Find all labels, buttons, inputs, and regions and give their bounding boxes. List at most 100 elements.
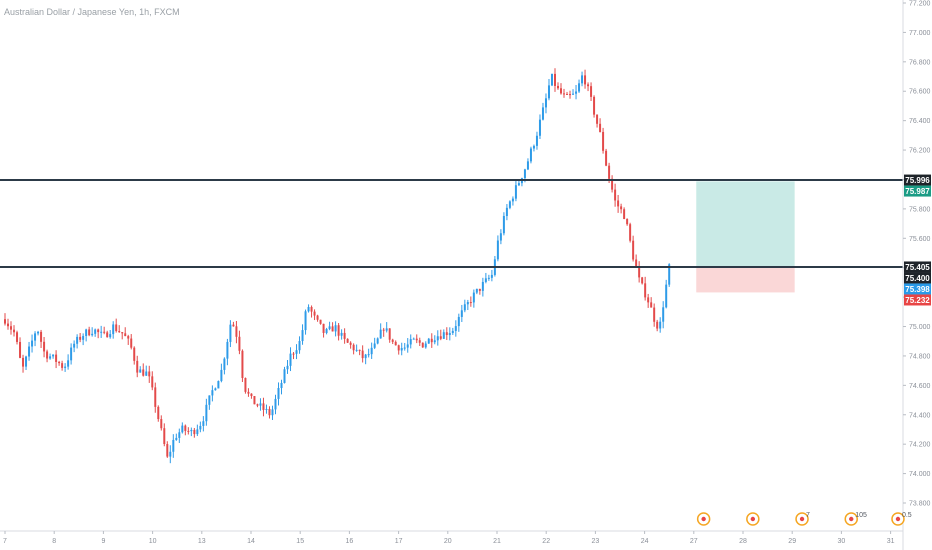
candle-body (160, 419, 163, 429)
price-tick-label: 76.600 (909, 89, 931, 96)
candle-body (31, 340, 34, 347)
candle-body (608, 165, 611, 179)
candle-body (629, 224, 632, 241)
candle-body (208, 395, 211, 405)
time-tick-label: 13 (198, 538, 206, 545)
candle-body (553, 73, 556, 86)
event-count: 0.5 (902, 512, 912, 519)
candlestick-series (4, 68, 671, 464)
candle-body (187, 430, 190, 432)
candle-body (220, 369, 223, 382)
candle-body (656, 321, 659, 329)
economic-events[interactable]: 7 105 0.5 (696, 512, 912, 526)
candle-body (37, 331, 40, 334)
candle-body (382, 329, 385, 331)
candle-body (274, 398, 277, 410)
candle-body (289, 353, 292, 366)
candle-body (106, 332, 109, 338)
candle-body (100, 331, 103, 333)
price-tag-box (904, 261, 931, 273)
price-tag-box (904, 185, 931, 197)
candle-body (307, 306, 310, 312)
candle-body (650, 302, 653, 308)
price-tick-label: 77.200 (909, 1, 931, 8)
candle-body (614, 189, 617, 201)
candle-body (617, 200, 620, 207)
candle-body (112, 324, 115, 335)
time-tick-label: 27 (690, 538, 698, 545)
candle-body (226, 341, 229, 359)
candle-body (394, 341, 397, 346)
candle-body (481, 281, 484, 291)
candle-body (178, 432, 181, 438)
candle-body (445, 332, 448, 336)
candle-body (566, 93, 569, 95)
price-tag-label: 75.996 (905, 176, 930, 185)
candle-body (22, 357, 25, 367)
candle-body (280, 382, 283, 389)
price-tag-label: 75.405 (905, 263, 930, 272)
candle-body (578, 83, 581, 92)
candle-body (421, 342, 424, 348)
candle-body (590, 86, 593, 97)
candle-body (596, 114, 599, 124)
candle-body (49, 356, 52, 359)
candle-body (322, 323, 325, 333)
time-tick-label: 28 (739, 538, 747, 545)
time-tick-label: 23 (592, 538, 600, 545)
candle-body (109, 334, 112, 338)
candle-body (379, 329, 382, 339)
candle-body (502, 215, 505, 234)
candle-body (292, 353, 295, 355)
candle-body (457, 316, 460, 327)
candle-body (490, 274, 493, 278)
candle-body (169, 451, 172, 457)
candle-body (328, 326, 331, 330)
candle-body (484, 278, 487, 282)
candle-body (232, 324, 235, 327)
candle-body (605, 150, 608, 166)
candle-body (28, 346, 31, 357)
candle-body (121, 332, 124, 334)
position-zones[interactable] (696, 181, 795, 293)
candle-body (223, 358, 226, 370)
candle-body (277, 388, 280, 399)
candle-body (115, 324, 118, 332)
price-tick-label: 75.600 (909, 236, 931, 243)
candle-body (511, 198, 514, 202)
candle-body (241, 350, 244, 379)
candle-body (556, 85, 559, 89)
candle-body (325, 329, 328, 333)
candle-body (436, 336, 439, 341)
price-tag-label: 75.232 (905, 296, 930, 305)
candle-body (373, 343, 376, 348)
candle-body (385, 328, 388, 331)
price-tick-label: 76.400 (909, 118, 931, 125)
price-tick-label: 75.000 (909, 324, 931, 331)
candle-body (623, 209, 626, 219)
price-tick-label: 76.200 (909, 148, 931, 155)
price-tick-label: 73.800 (909, 501, 931, 508)
candle-body (439, 336, 442, 339)
time-tick-label: 24 (641, 538, 649, 545)
candle-body (88, 329, 91, 336)
candle-body (496, 240, 499, 260)
candle-body (352, 344, 355, 351)
candle-body (337, 325, 340, 336)
candle-body (283, 369, 286, 383)
horizontal-levels[interactable] (0, 179, 903, 268)
candle-body (166, 444, 169, 457)
candle-body (662, 307, 665, 322)
candle-body (46, 351, 49, 359)
candle-body (541, 107, 544, 120)
candle-body (638, 267, 641, 278)
candle-body (247, 391, 250, 394)
candle-body (238, 336, 241, 351)
time-axis[interactable]: 7 8 9 10 13 14 15 16 17 20 21 22 23 24 27 28 29 30 31 (0, 530, 903, 545)
candle-body (526, 161, 529, 170)
candle-body (151, 376, 154, 388)
candle-body (184, 425, 187, 431)
candle-body (310, 306, 313, 312)
candle-body (340, 332, 343, 336)
